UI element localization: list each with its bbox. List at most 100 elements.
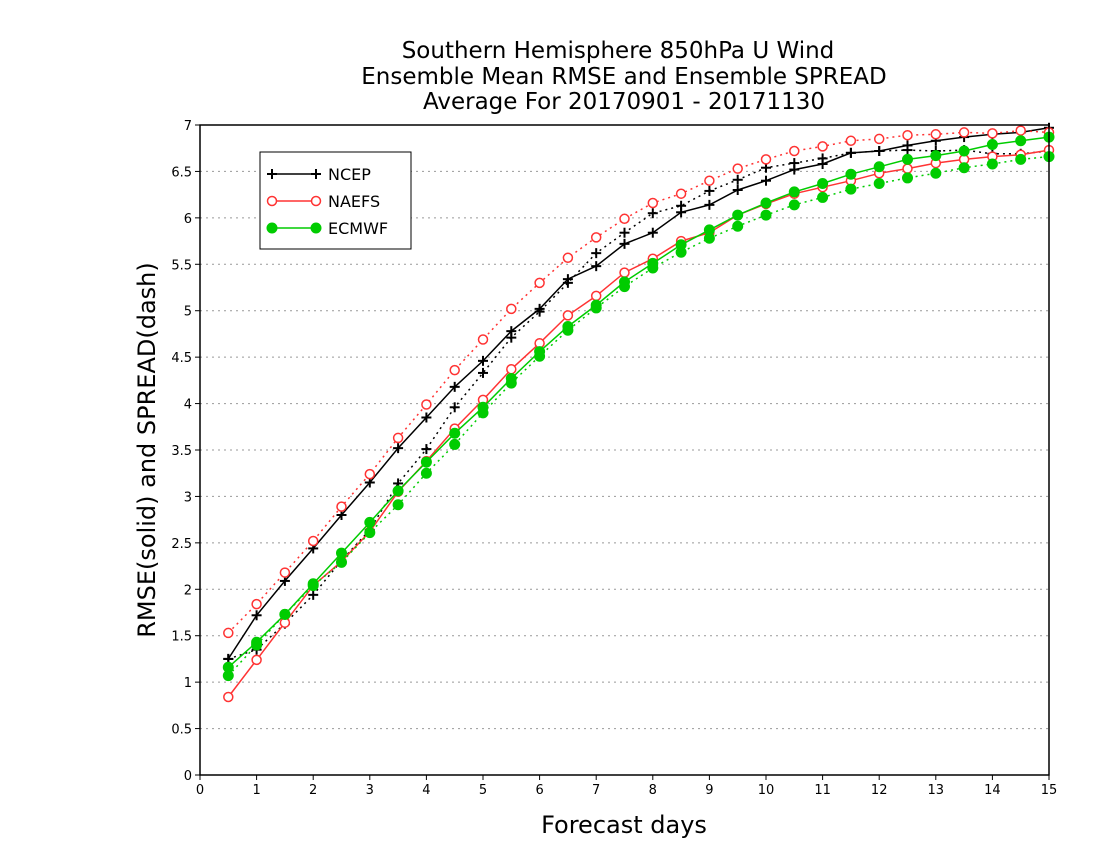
x-tick-label: 6 <box>535 783 543 798</box>
legend-ecmwf-marker-right <box>310 222 322 234</box>
ecmwf-spread-point <box>873 178 885 189</box>
naefs-spread-point <box>590 232 602 243</box>
y-tick-label: 6.5 <box>171 165 192 180</box>
chart-title-line-3: Average For 20170901 - 20171130 <box>423 89 825 115</box>
ecmwf-rmse-point <box>732 209 744 221</box>
ncep-spread-point <box>591 248 602 259</box>
ecmwf-rmse-point <box>675 239 687 251</box>
ecmwf-spread-point <box>392 499 404 511</box>
naefs-spread-point <box>647 197 659 209</box>
legend-ncep-label: NCEP <box>328 165 371 184</box>
ncep-spread-point <box>704 185 715 196</box>
ncep-rmse-point <box>732 185 743 195</box>
ecmwf-rmse-point <box>647 257 659 269</box>
naefs-spread-point <box>930 129 942 140</box>
y-tick-label: 2 <box>184 583 192 598</box>
y-tick-label: 0.5 <box>171 723 192 738</box>
ecmwf-rmse-point <box>392 485 404 497</box>
naefs-spread-point <box>449 364 460 376</box>
naefs-rmse-point <box>223 691 234 703</box>
ncep-spread-point <box>619 227 630 238</box>
ecmwf-spread-point <box>902 172 913 184</box>
y-tick-label: 7 <box>184 119 192 134</box>
ecmwf-rmse-point <box>1015 135 1027 147</box>
x-tick-label: 12 <box>871 783 888 798</box>
chart-title-line-1: Southern Hemisphere 850hPa U Wind <box>402 38 835 64</box>
naefs-spread-point <box>251 598 262 610</box>
y-tick-label: 5 <box>184 305 192 320</box>
x-tick-label: 15 <box>1041 783 1058 798</box>
x-tick-label: 9 <box>705 783 713 798</box>
y-tick-label: 3 <box>184 490 192 505</box>
naefs-spread-point <box>789 145 800 157</box>
x-tick-label: 8 <box>649 783 657 798</box>
naefs-spread-point <box>987 128 998 139</box>
ecmwf-rmse-point <box>505 373 517 384</box>
ecmwf-rmse-point <box>477 401 489 413</box>
ecmwf-spread-point <box>449 438 461 450</box>
naefs-spread-point <box>421 399 432 410</box>
ncep-rmse-point <box>704 199 715 210</box>
legend-naefs-marker-left <box>266 195 278 207</box>
ncep-rmse-point <box>393 443 404 454</box>
naefs-spread-point <box>817 141 828 152</box>
naefs-rmse-point <box>562 310 574 321</box>
ecmwf-rmse-point <box>930 150 942 162</box>
naefs-spread-point <box>732 163 743 174</box>
ecmwf-rmse-point <box>279 608 291 620</box>
legend-ecmwf-label: ECMWF <box>328 219 388 238</box>
ncep-spread-point <box>647 208 658 219</box>
naefs-spread-point <box>1015 125 1026 136</box>
x-tick-label: 14 <box>984 783 1001 798</box>
y-tick-label: 4 <box>184 398 192 413</box>
ncep-spread-point <box>421 444 432 455</box>
ecmwf-rmse-point <box>703 224 715 236</box>
ecmwf-rmse-point <box>420 456 432 468</box>
naefs-rmse-point <box>590 290 602 302</box>
chart-title: Southern Hemisphere 850hPa U Wind Ensemb… <box>361 38 886 115</box>
ecmwf-rmse-point <box>788 186 800 198</box>
naefs-spread-point <box>845 135 857 147</box>
x-tick-label: 5 <box>479 783 487 798</box>
ecmwf-rmse-point <box>590 299 602 311</box>
legend-ncep-marker-right <box>311 169 321 179</box>
x-axis-label: Forecast days <box>541 811 707 839</box>
ncep-rmse-point <box>534 303 545 314</box>
naefs-spread-point <box>675 188 687 199</box>
ncep-rmse-point <box>591 261 602 272</box>
ecmwf-rmse-point <box>817 178 829 189</box>
ecmwf-rmse-point <box>619 276 630 288</box>
ncep-rmse-point <box>676 207 687 218</box>
naefs-spread-point <box>307 535 319 547</box>
ecmwf-rmse-point <box>986 139 998 150</box>
y-tick-label: 1 <box>184 676 192 691</box>
chart-title-line-2: Ensemble Mean RMSE and Ensemble SPREAD <box>361 64 886 90</box>
naefs-spread-point <box>364 468 376 480</box>
ncep-rmse-point <box>874 146 885 156</box>
naefs-spread-point <box>619 213 630 225</box>
ncep-rmse-point <box>619 238 630 249</box>
naefs-spread-point <box>760 154 772 165</box>
ecmwf-spread-point <box>958 162 970 174</box>
naefs-rmse-point <box>506 363 517 375</box>
ecmwf-rmse-point <box>449 427 461 439</box>
y-tick-label: 5.5 <box>171 258 192 273</box>
ecmwf-spread-point <box>732 220 744 232</box>
axis-ticks: 00.511.522.533.544.555.566.570 1 2 3 4 5 6 7 8 9 1… <box>171 119 1057 798</box>
naefs-rmse-point <box>902 163 913 174</box>
ncep-spread-point <box>308 589 319 600</box>
ecmwf-spread-point <box>336 556 347 568</box>
ecmwf-rmse-point <box>845 168 857 180</box>
legend-naefs-label: NAEFS <box>328 192 380 211</box>
ecmwf-rmse-point <box>251 636 263 648</box>
legend-ecmwf-marker-left <box>266 222 278 234</box>
ncep-rmse-point <box>845 147 856 158</box>
legend: NCEP NAEFS ECMWF <box>259 151 412 250</box>
ecmwf-rmse-point <box>902 153 913 165</box>
naefs-spread-point <box>562 252 574 264</box>
x-tick-label: 10 <box>758 783 775 798</box>
ecmwf-rmse-point <box>958 145 970 157</box>
ncep-rmse-point <box>647 227 658 238</box>
y-tick-label: 1.5 <box>171 630 192 645</box>
